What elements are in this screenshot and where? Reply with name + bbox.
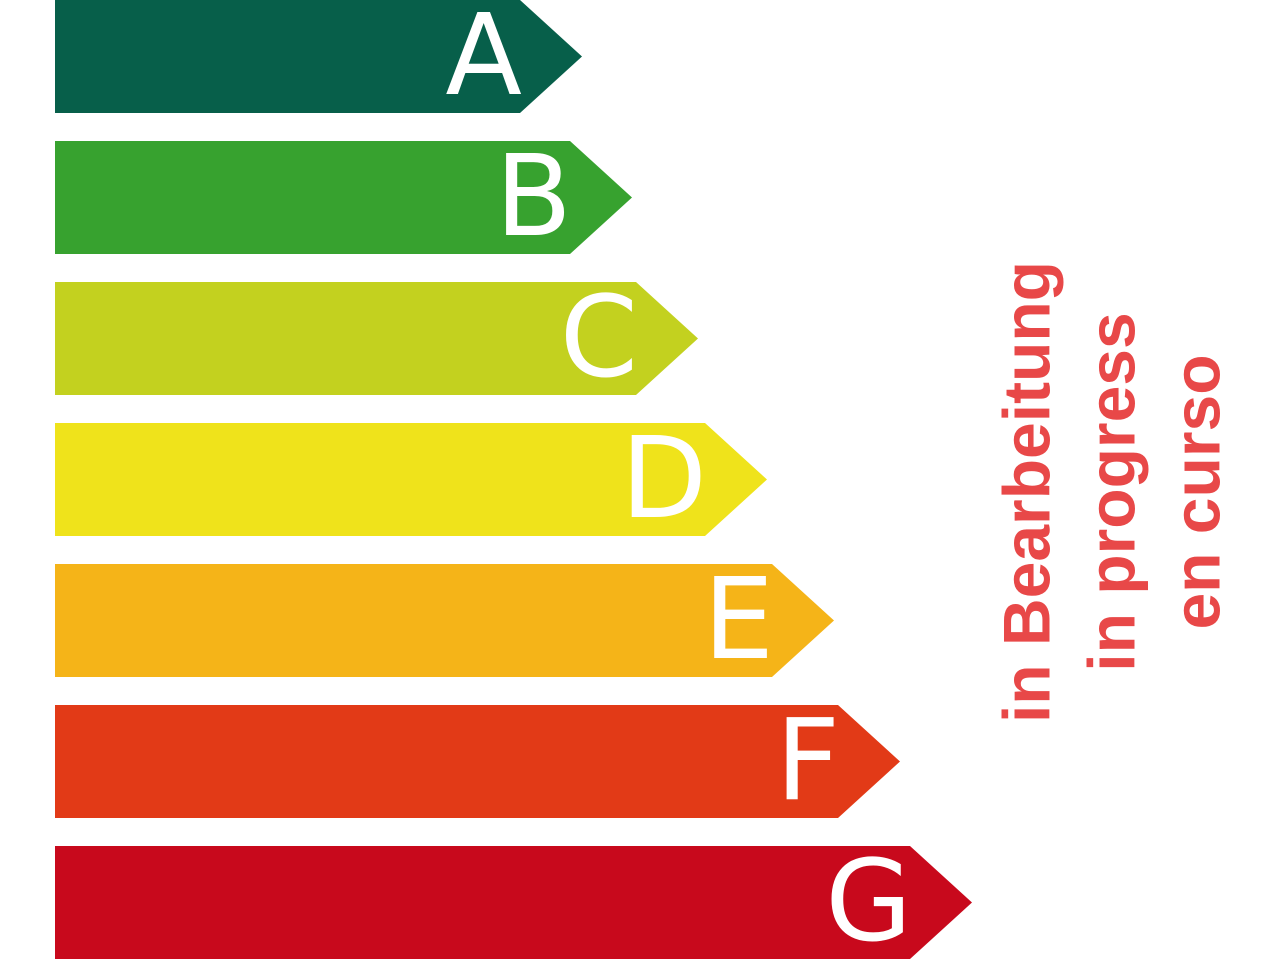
energy-class-letter: C <box>559 273 638 403</box>
arrow-shape <box>55 0 582 113</box>
energy-class-letter: B <box>495 132 572 262</box>
energy-class-bar-e: E <box>55 564 834 677</box>
energy-class-bar-d: D <box>55 423 767 536</box>
energy-class-letter: A <box>445 0 522 121</box>
energy-class-bar-f: F <box>55 705 900 818</box>
arrow-shape <box>55 846 972 959</box>
arrow-shape <box>55 705 900 818</box>
energy-class-letter: E <box>703 555 774 685</box>
energy-class-bar-g: G <box>55 846 972 959</box>
status-text: in Bearbeitung in progress en curso <box>985 192 1240 792</box>
arrow-shape <box>55 141 632 254</box>
arrow-shape <box>55 423 767 536</box>
status-line-english: in progress <box>1074 312 1149 672</box>
arrow-shape <box>55 282 698 395</box>
status-line-german: in Bearbeitung <box>989 260 1064 724</box>
energy-class-letter: G <box>825 837 912 967</box>
energy-class-letter: F <box>775 696 840 826</box>
energy-class-bar-b: B <box>55 141 632 254</box>
arrow-shape <box>55 564 834 677</box>
status-line-spanish: en curso <box>1159 354 1234 630</box>
energy-class-bar-a: A <box>55 0 582 113</box>
energy-class-bar-c: C <box>55 282 698 395</box>
energy-class-letter: D <box>620 414 707 544</box>
